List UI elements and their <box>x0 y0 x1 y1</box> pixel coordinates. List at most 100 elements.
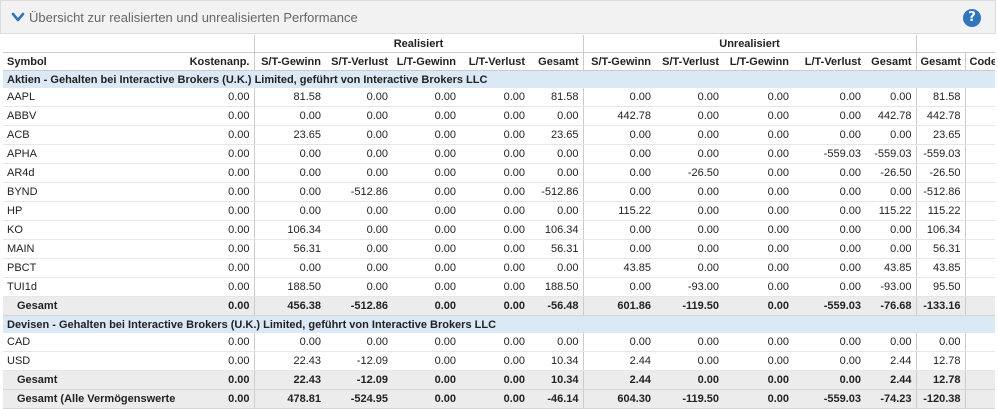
table-cell: 0.00 <box>253 258 325 278</box>
table-cell: -12.09 <box>325 370 392 390</box>
table-row: USD 0.00 22.43 -12.09 0.00 0.00 10.34 2.44 0.00 0… <box>3 351 996 371</box>
table-cell: 0.00 <box>175 389 254 409</box>
table-cell: 0.00 <box>865 182 917 202</box>
table-cell: 0.00 <box>460 125 529 145</box>
table-cell: 0.00 <box>175 201 254 221</box>
table-cell: 0.00 <box>655 258 724 278</box>
table-cell: 0.00 <box>529 258 584 278</box>
table-cell: 95.50 <box>915 277 966 297</box>
table-row: PBCT 0.00 0.00 0.00 0.00 0.00 0.00 43.85 0.00 0.0… <box>3 258 996 278</box>
table-cell: 0.00 <box>793 201 866 221</box>
table-cell: 0.00 <box>723 239 794 259</box>
table-cell: 23.65 <box>529 125 584 145</box>
group-realized: Realisiert <box>253 35 584 53</box>
table-cell: 0.00 <box>392 201 460 221</box>
table-cell: 0.00 <box>460 258 529 278</box>
column-header: S/T-Gewinn <box>582 52 656 71</box>
column-header: L/T-Verlust <box>793 52 866 71</box>
table-cell: 0.00 <box>723 296 794 316</box>
table-cell: 0.00 <box>392 333 460 352</box>
table-cell: 442.78 <box>915 106 966 126</box>
table-cell: 0.00 <box>460 389 529 409</box>
table-cell: 0.00 <box>655 125 724 145</box>
table-cell: 442.78 <box>582 106 656 126</box>
chevron-down-icon[interactable] <box>11 10 25 24</box>
table-cell: -26.50 <box>915 163 966 183</box>
column-header: S/T-Gewinn <box>253 52 325 71</box>
table-cell: 0.00 <box>655 182 724 202</box>
table-cell: 0.00 <box>865 220 917 240</box>
table-cell <box>964 239 996 259</box>
table-cell: 0.00 <box>582 182 656 202</box>
section-header[interactable]: Übersicht zur realisierten und unrealisi… <box>0 0 996 34</box>
table-cell: 0.00 <box>582 88 656 107</box>
table-cell: 0.00 <box>529 163 584 183</box>
table-cell: 0.00 <box>655 370 724 390</box>
table-cell: 56.31 <box>915 239 966 259</box>
table-cell: 0.00 <box>793 370 866 390</box>
table-cell: 0.00 <box>582 163 656 183</box>
table-cell <box>964 370 996 390</box>
table-cell: 0.00 <box>865 88 917 107</box>
group-empty <box>3 35 254 53</box>
table-cell: 115.22 <box>915 201 966 221</box>
table-cell: -74.23 <box>865 389 917 409</box>
table-row: HP 0.00 0.00 0.00 0.00 0.00 0.00 115.22 0.00 0.00… <box>3 201 996 221</box>
table-cell: -26.50 <box>655 163 724 183</box>
table-cell: 12.78 <box>915 370 966 390</box>
row-label: HP <box>3 201 175 221</box>
table-cell: 0.00 <box>460 106 529 126</box>
column-header: Gesamt <box>865 52 917 71</box>
table-cell: 0.00 <box>529 144 584 164</box>
table-cell: -512.86 <box>915 182 966 202</box>
table-cell: 0.00 <box>460 163 529 183</box>
table-cell: -93.00 <box>655 277 724 297</box>
table-cell: 0.00 <box>325 201 392 221</box>
table-cell: -133.16 <box>915 296 966 316</box>
column-header: Code <box>964 52 996 71</box>
table-cell: 12.78 <box>915 351 966 371</box>
table-cell: 0.00 <box>392 88 460 107</box>
table-cell: 0.00 <box>175 258 254 278</box>
table-cell: 0.00 <box>460 88 529 107</box>
table-cell: -512.86 <box>529 182 584 202</box>
table-cell: 0.00 <box>392 239 460 259</box>
table-cell: 106.34 <box>915 220 966 240</box>
table-cell: 0.00 <box>723 201 794 221</box>
table-cell: 0.00 <box>392 220 460 240</box>
table-cell: -512.86 <box>325 182 392 202</box>
table-cell: 0.00 <box>460 201 529 221</box>
table-cell: 0.00 <box>723 125 794 145</box>
table-cell: 10.34 <box>529 370 584 390</box>
table-cell: -119.50 <box>655 296 724 316</box>
help-icon[interactable]: ? <box>963 9 981 27</box>
table-cell: 106.34 <box>529 220 584 240</box>
table-cell: 188.50 <box>529 277 584 297</box>
column-header: S/T-Verlust <box>655 52 724 71</box>
table-cell: 2.44 <box>865 351 917 371</box>
table-cell: 81.58 <box>915 88 966 107</box>
table-cell <box>964 277 996 297</box>
table-cell: 0.00 <box>253 182 325 202</box>
table-cell: 0.00 <box>723 277 794 297</box>
performance-table: Realisiert Unrealisiert Symbol Kostenanp.… <box>3 35 996 409</box>
table-cell: 0.00 <box>325 220 392 240</box>
table-cell: 56.31 <box>253 239 325 259</box>
table-cell <box>964 88 996 107</box>
table-cell: 0.00 <box>460 239 529 259</box>
table-row: TUI1d 0.00 188.50 0.00 0.00 0.00 188.50 0.00 -93… <box>3 277 996 297</box>
table-cell: -26.50 <box>865 163 917 183</box>
table-cell: 0.00 <box>392 106 460 126</box>
table-row: APHA 0.00 0.00 0.00 0.00 0.00 0.00 0.00 0.00 0.00… <box>3 144 996 164</box>
table-cell <box>964 182 996 202</box>
table-cell: 0.00 <box>175 277 254 297</box>
table-cell: 22.43 <box>253 351 325 371</box>
total-row: Gesamt 0.00 456.38 -512.86 0.00 0.00 -56.48 601… <box>3 296 996 316</box>
table-cell: 2.44 <box>582 351 656 371</box>
table-cell: 456.38 <box>253 296 325 316</box>
column-header: Gesamt <box>915 52 966 71</box>
group-header-row: Realisiert Unrealisiert <box>3 35 996 53</box>
table-cell <box>964 106 996 126</box>
table-cell: 0.00 <box>392 277 460 297</box>
column-header: L/T-Gewinn <box>392 52 460 71</box>
